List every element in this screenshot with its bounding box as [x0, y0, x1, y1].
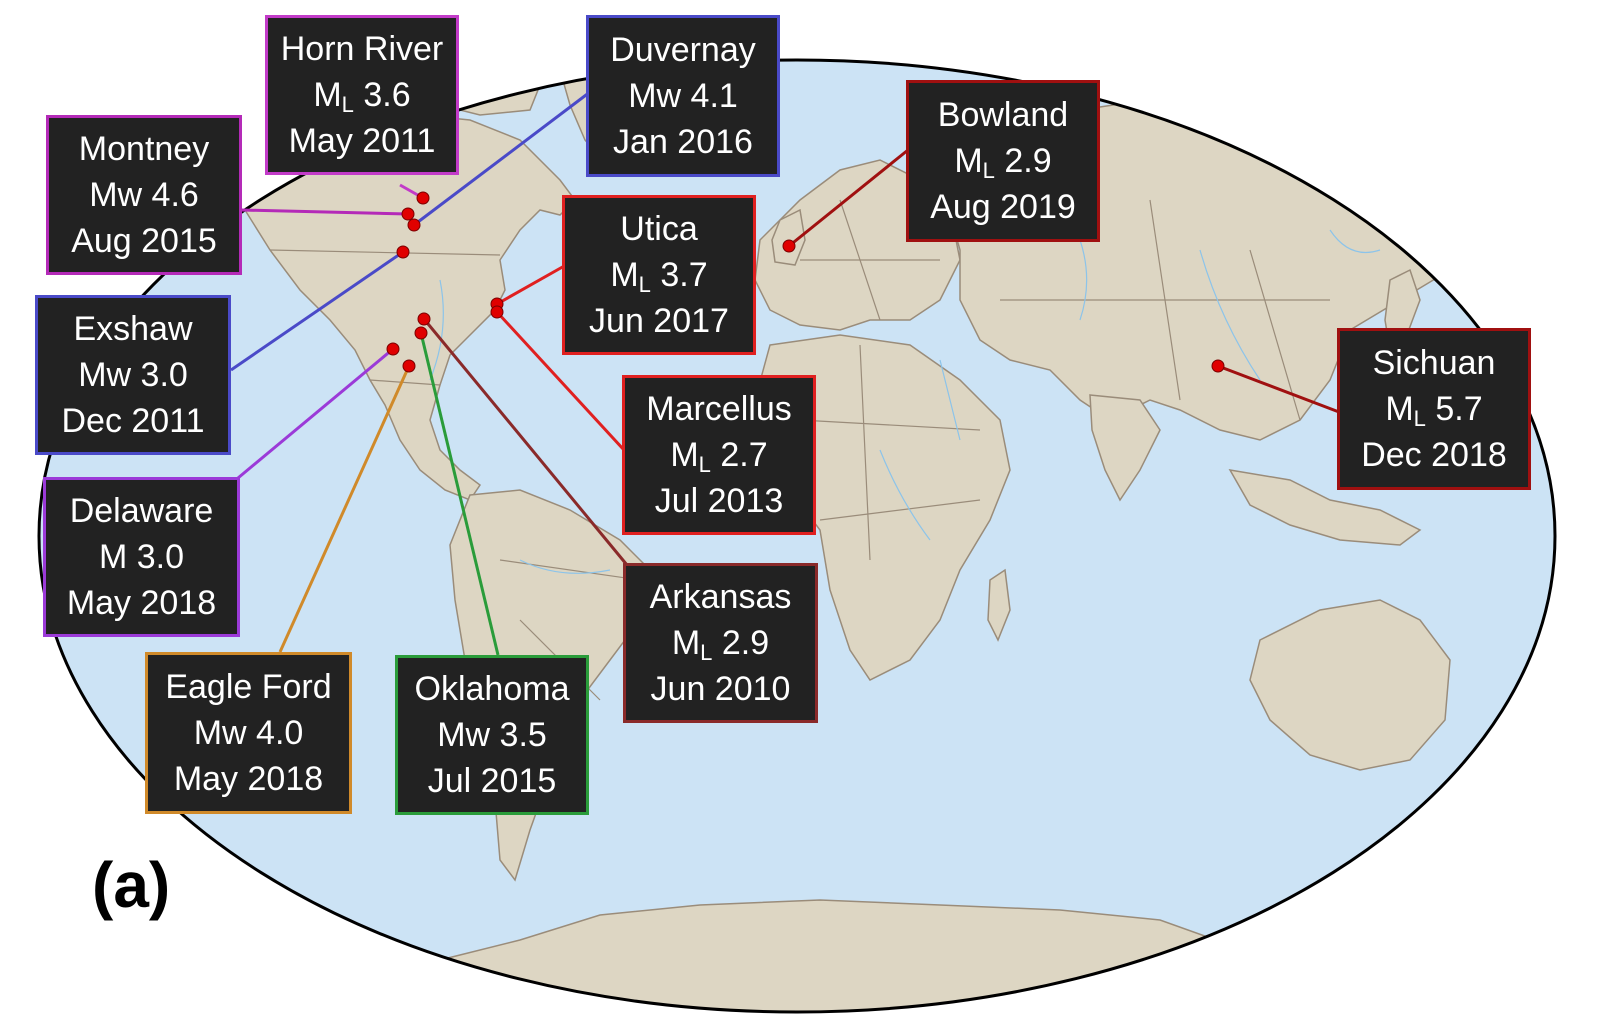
event-date: Jul 2013 [654, 482, 784, 520]
leader-lines [230, 90, 1340, 656]
label-marcellus: Marcellus ML 2.7 Jul 2013 [622, 375, 816, 535]
africa-borders [799, 344, 981, 561]
event-date: Aug 2019 [930, 188, 1076, 226]
event-magnitude: Mw 4.6 [89, 176, 199, 214]
event-name: Duvernay [610, 31, 756, 69]
panel-label: (a) [92, 849, 171, 921]
madagascar-landmass [987, 568, 1011, 642]
event-magnitude: M 3.0 [98, 538, 185, 576]
event-date: May 2018 [173, 760, 324, 798]
event-name: Horn River [280, 30, 444, 68]
europe-borders [800, 199, 940, 321]
southeast-asia-islands [1228, 469, 1422, 546]
marker-marcellus [490, 305, 504, 319]
label-duvernay: Duvernay Mw 4.1 Jan 2016 [586, 15, 780, 177]
event-magnitude: Mw 4.0 [193, 714, 304, 752]
label-utica: Utica ML 3.7 Jun 2017 [562, 195, 756, 355]
event-name: Utica [620, 210, 698, 248]
leader-montney [241, 208, 409, 216]
marker-bowland [782, 239, 796, 253]
marker-oklahoma [414, 326, 428, 340]
event-date: Dec 2011 [61, 402, 205, 440]
event-name: Exshaw [73, 310, 193, 348]
label-bowland: Bowland ML 2.9 Aug 2019 [906, 80, 1100, 242]
event-date: Jun 2017 [589, 302, 729, 340]
label-montney: Montney Mw 4.6 Aug 2015 [46, 115, 242, 275]
event-magnitude: ML 3.7 [610, 256, 708, 297]
label-horn-river: Horn River ML 3.6 May 2011 [265, 15, 459, 175]
label-oklahoma: Oklahoma Mw 3.5 Jul 2015 [395, 655, 589, 815]
leader-oklahoma [419, 332, 500, 656]
event-magnitude: Mw 3.0 [78, 356, 188, 394]
label-delaware: Delaware M 3.0 May 2018 [43, 477, 240, 637]
event-name: Arkansas [649, 578, 792, 616]
leader-exshaw [230, 250, 404, 372]
event-magnitude: ML 2.9 [954, 142, 1052, 183]
event-date: Jul 2015 [427, 762, 557, 800]
asia-borders [1000, 199, 1330, 421]
marker-exshaw [396, 245, 410, 259]
uk-landmass [771, 208, 806, 266]
event-date: May 2018 [66, 584, 217, 622]
event-date: May 2011 [288, 122, 436, 160]
marker-sichuan [1211, 359, 1225, 373]
event-date: Aug 2015 [71, 222, 217, 260]
river-network-americas [429, 279, 611, 574]
leader-sichuan [1217, 364, 1340, 414]
label-arkansas: Arkansas ML 2.9 Jun 2010 [623, 563, 818, 723]
globe-outline [37, 58, 1557, 1014]
leader-utica [496, 263, 567, 306]
marker-montney [401, 207, 415, 221]
leader-arkansas [422, 318, 629, 566]
new-zealand-landmass [1484, 748, 1511, 812]
event-magnitude: ML 3.6 [313, 76, 411, 117]
label-exshaw: Exshaw Mw 3.0 Dec 2011 [35, 295, 231, 455]
label-sichuan: Sichuan ML 5.7 Dec 2018 [1337, 328, 1531, 490]
leader-eagle-ford [278, 365, 411, 653]
event-name: Sichuan [1372, 344, 1496, 382]
label-eagle-ford: Eagle Ford Mw 4.0 May 2018 [145, 652, 352, 814]
event-magnitude: Mw 4.1 [628, 77, 738, 115]
marker-arkansas [417, 312, 431, 326]
river-network-africa [879, 359, 961, 541]
event-name: Bowland [937, 96, 1069, 134]
event-name: Montney [78, 130, 210, 168]
event-name: Oklahoma [414, 670, 570, 708]
marker-horn-river [416, 191, 430, 205]
event-markers [386, 191, 1225, 373]
event-name: Eagle Ford [165, 668, 332, 706]
leader-delaware [237, 347, 394, 480]
marker-delaware [386, 342, 400, 356]
event-magnitude: ML 5.7 [1385, 390, 1483, 431]
event-name: Marcellus [646, 390, 792, 428]
leader-duvernay [413, 90, 591, 227]
event-date: Jun 2010 [650, 670, 791, 708]
leader-marcellus [495, 310, 626, 452]
event-magnitude: ML 2.9 [671, 624, 770, 665]
us-mexico-border [369, 379, 441, 386]
event-magnitude: ML 2.7 [670, 436, 768, 477]
event-date: Dec 2018 [1361, 436, 1507, 474]
us-canada-border [269, 249, 501, 256]
australia-landmass [1249, 599, 1451, 771]
event-date: Jan 2016 [613, 123, 753, 161]
india-landmass [1089, 394, 1161, 502]
event-name: Delaware [69, 492, 214, 530]
north-america-landmass [229, 99, 576, 501]
leader-bowland [788, 148, 909, 248]
marker-duvernay [407, 218, 421, 232]
marker-eagle-ford [402, 359, 416, 373]
event-magnitude: Mw 3.5 [437, 716, 547, 754]
